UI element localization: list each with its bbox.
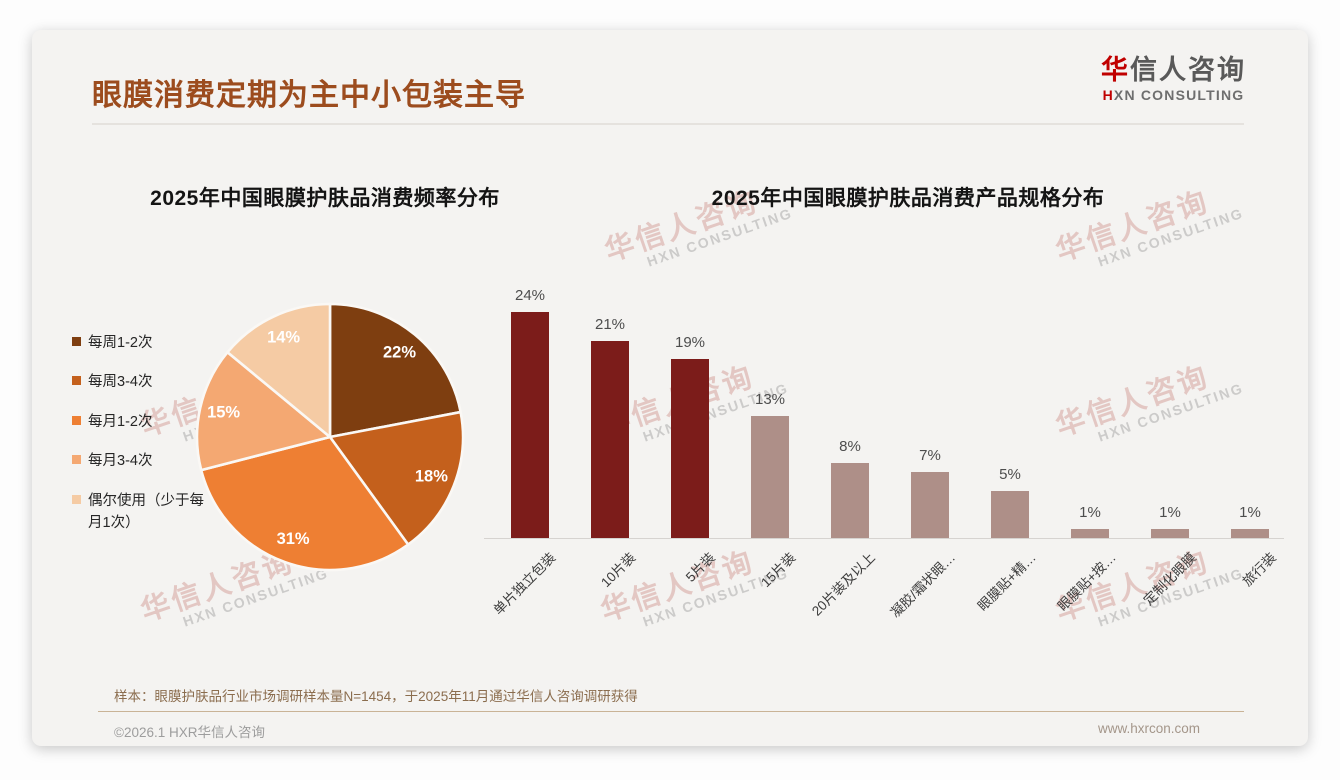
pie-slice	[328, 302, 462, 439]
legend-label: 每月1-2次	[88, 413, 153, 430]
bar-value-label: 1%	[1159, 503, 1181, 521]
bar-value-label: 24%	[514, 287, 546, 305]
copyright-text: ©2026.1 HXR华信人咨询	[114, 725, 265, 740]
bar-chart-title: 2025年中国眼膜护肤品消费产品规格分布	[711, 187, 1105, 210]
watermark-english: HXN CONSULTING	[1095, 204, 1246, 270]
bar-value-label: 8%	[839, 437, 861, 455]
bar	[751, 415, 789, 538]
bar	[511, 312, 549, 538]
watermark-chinese: 华信人咨询	[1051, 545, 1214, 629]
pie-chart-title: 2025年中国眼膜护肤品消费频率分布	[150, 187, 500, 210]
pie-chart: 22% 18% 31% 15% 14%	[195, 302, 465, 572]
legend-swatch	[72, 494, 81, 504]
company-logo: 华信人咨询 HXN CONSULTING	[1101, 55, 1246, 103]
watermark-english: HXN CONSULTING	[1095, 564, 1246, 630]
bar	[1071, 528, 1109, 538]
pie-legend: 每周1-2次 每周3-4次 每月1-2次 每月3-4次偶尔使用（少于每月1次）	[72, 332, 242, 535]
header-divider	[92, 123, 1244, 125]
bar-category-label: 凝胶/霜状眼…	[887, 549, 959, 621]
bar-value-label: 21%	[594, 315, 626, 333]
legend-swatch	[72, 415, 81, 425]
bar-category-label: 10片装	[598, 549, 639, 591]
bar-category-label: 20片装及以上	[809, 549, 879, 619]
legend-label: 每月3-4次	[88, 453, 153, 470]
watermark-english: HXN CONSULTING	[1095, 379, 1246, 445]
pie-slice	[195, 350, 332, 472]
pie-slice	[226, 302, 332, 439]
legend-item: 每月1-2次	[72, 411, 242, 433]
bar-category-label: 单片独立包装	[490, 549, 559, 618]
bar	[671, 359, 709, 538]
bar	[911, 472, 949, 538]
pie-slice	[199, 435, 410, 572]
bar	[1231, 528, 1269, 538]
legend-label: 偶尔使用（少于每月1次）	[88, 492, 204, 532]
legend-item: 每周1-2次	[72, 332, 242, 354]
bar-value-label: 1%	[1079, 503, 1101, 521]
legend-swatch	[72, 337, 81, 346]
legend-item: 每月3-4次	[72, 450, 242, 472]
legend-swatch	[72, 376, 81, 386]
bar-value-label: 7%	[919, 447, 941, 465]
bar-value-label: 13%	[754, 390, 786, 408]
sample-note: 样本：眼膜护肤品行业市场调研样本量N=1454，于2025年11月通过华信人咨询…	[114, 689, 638, 704]
watermark-english: HXN CONSULTING	[640, 379, 791, 445]
bar	[1151, 528, 1189, 538]
watermark-english: HXN CONSULTING	[644, 204, 795, 270]
website-url: www.hxrcon.com	[1097, 721, 1200, 736]
bar-value-label: 19%	[674, 334, 706, 352]
legend-item: 每周3-4次	[72, 371, 242, 393]
bar-x-axis-line	[484, 538, 1284, 539]
pie-slice-label: 31%	[277, 530, 310, 548]
logo-english-text: HXN CONSULTING	[1102, 86, 1245, 103]
watermark-chinese: 华信人咨询	[1051, 360, 1214, 444]
pie-slice-label: 22%	[383, 343, 416, 361]
footer-divider	[98, 711, 1244, 712]
bar-category-label: 眼膜贴+精…	[974, 549, 1039, 614]
bar-value-label: 5%	[999, 466, 1021, 483]
slide-card: 华信人咨询 HXN CONSULTING 华信人咨询 HXN CONSULTING 华信…	[32, 30, 1308, 746]
page-title: 眼膜消费定期为主中小包装主导	[92, 79, 526, 112]
watermark-english: HXN CONSULTING	[640, 564, 791, 630]
bar	[831, 462, 869, 538]
legend-label: 每周3-4次	[88, 374, 153, 391]
bar-category-label: 5片装	[683, 549, 719, 585]
pie-slice-label: 15%	[207, 404, 240, 422]
logo-chinese-text: 华信人咨询	[1101, 55, 1246, 85]
bar-category-label: 15片装	[758, 549, 799, 591]
bar	[991, 491, 1029, 538]
bar	[591, 340, 629, 538]
legend-label: 每周1-2次	[88, 335, 153, 351]
pie-slice-label: 18%	[415, 467, 448, 485]
bar-value-label: 1%	[1239, 503, 1261, 521]
watermark-chinese: 华信人咨询	[596, 545, 759, 629]
pie-slice-label: 14%	[267, 329, 300, 347]
legend-item: 偶尔使用（少于每月1次）	[72, 490, 242, 535]
watermark-chinese: 华信人咨询	[596, 360, 759, 444]
pie-slice	[328, 410, 465, 546]
bar-category-label: 定制化眼膜	[1140, 549, 1199, 609]
legend-swatch	[72, 455, 81, 465]
bar-category-label: 眼膜贴+按…	[1054, 549, 1119, 614]
bar-category-label: 旅行装	[1239, 549, 1279, 590]
